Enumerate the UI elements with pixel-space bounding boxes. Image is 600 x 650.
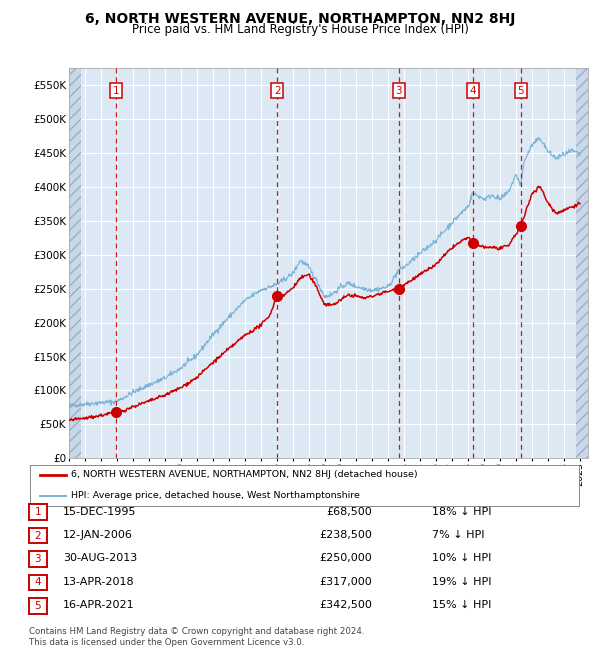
Text: 30-AUG-2013: 30-AUG-2013 — [63, 553, 137, 564]
Text: £238,500: £238,500 — [319, 530, 372, 540]
Text: 12-JAN-2006: 12-JAN-2006 — [63, 530, 133, 540]
Bar — [69, 68, 81, 458]
Text: 2: 2 — [34, 530, 41, 541]
Text: 3: 3 — [395, 86, 402, 96]
Text: 13-APR-2018: 13-APR-2018 — [63, 577, 134, 587]
Text: 16-APR-2021: 16-APR-2021 — [63, 600, 134, 610]
Text: 18% ↓ HPI: 18% ↓ HPI — [432, 506, 491, 517]
Text: 1: 1 — [113, 86, 119, 96]
Text: £250,000: £250,000 — [319, 553, 372, 564]
Bar — [576, 68, 588, 458]
Text: 15-DEC-1995: 15-DEC-1995 — [63, 506, 137, 517]
Text: 2: 2 — [274, 86, 281, 96]
Text: 4: 4 — [469, 86, 476, 96]
Text: Contains HM Land Registry data © Crown copyright and database right 2024.
This d: Contains HM Land Registry data © Crown c… — [29, 627, 364, 647]
Text: Price paid vs. HM Land Registry's House Price Index (HPI): Price paid vs. HM Land Registry's House … — [131, 23, 469, 36]
Text: 15% ↓ HPI: 15% ↓ HPI — [432, 600, 491, 610]
Text: 6, NORTH WESTERN AVENUE, NORTHAMPTON, NN2 8HJ (detached house): 6, NORTH WESTERN AVENUE, NORTHAMPTON, NN… — [71, 470, 418, 479]
Text: 10% ↓ HPI: 10% ↓ HPI — [432, 553, 491, 564]
Text: 6, NORTH WESTERN AVENUE, NORTHAMPTON, NN2 8HJ: 6, NORTH WESTERN AVENUE, NORTHAMPTON, NN… — [85, 12, 515, 26]
Text: £342,500: £342,500 — [319, 600, 372, 610]
Text: 4: 4 — [34, 577, 41, 588]
Text: £317,000: £317,000 — [319, 577, 372, 587]
Text: £68,500: £68,500 — [326, 506, 372, 517]
Text: 1: 1 — [34, 507, 41, 517]
Text: HPI: Average price, detached house, West Northamptonshire: HPI: Average price, detached house, West… — [71, 491, 360, 500]
Text: 5: 5 — [517, 86, 524, 96]
Text: 3: 3 — [34, 554, 41, 564]
Text: 5: 5 — [34, 601, 41, 611]
Text: 19% ↓ HPI: 19% ↓ HPI — [432, 577, 491, 587]
Text: 7% ↓ HPI: 7% ↓ HPI — [432, 530, 485, 540]
